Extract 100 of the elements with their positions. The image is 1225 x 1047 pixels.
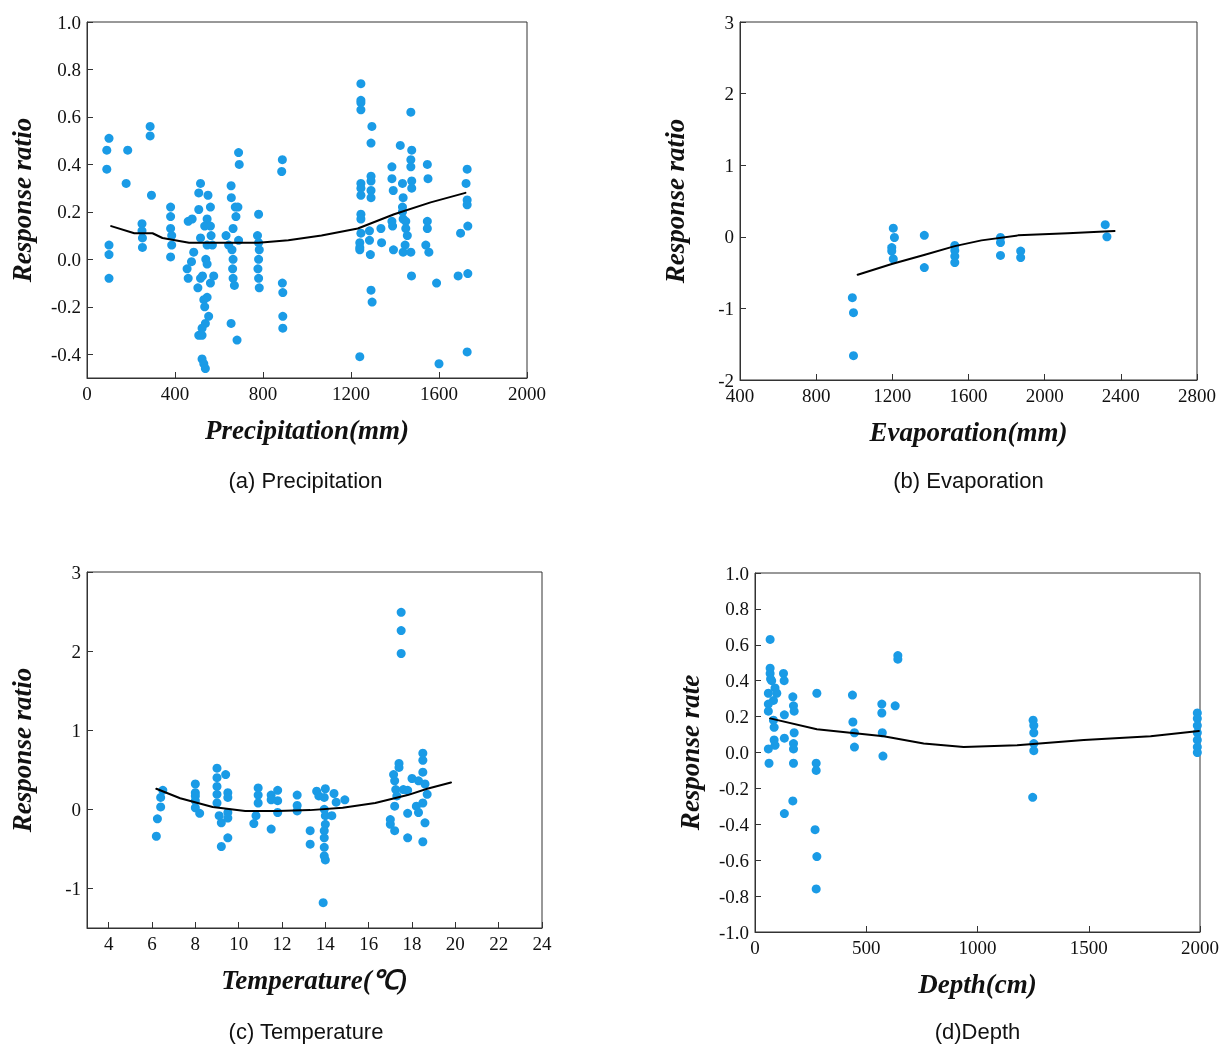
x-tick-label: 12: [272, 933, 292, 954]
y-axis-title: Response rate: [674, 674, 705, 832]
y-tick-label: 3: [724, 11, 734, 33]
point: [789, 728, 799, 738]
x-tick-label: 18: [402, 933, 422, 954]
y-tick-label: 0: [71, 798, 81, 820]
y-tick-label: 1.0: [57, 11, 81, 33]
point: [1028, 792, 1038, 802]
point: [919, 230, 929, 240]
y-tick-label: 2: [724, 83, 734, 105]
point: [847, 293, 857, 303]
y-tick-label: 3: [71, 561, 81, 583]
x-axis-title: Temperature(℃): [221, 964, 408, 995]
x-axis-title: Evaporation(mm): [868, 416, 1068, 447]
point: [950, 258, 960, 268]
y-axis-title: Response ratio: [6, 117, 37, 284]
point: [847, 690, 857, 700]
point: [890, 701, 900, 711]
y-tick-label: -0.4: [50, 343, 82, 365]
y-tick-label: 0.6: [57, 106, 81, 128]
x-tick-label: 400: [160, 383, 190, 404]
point: [779, 676, 789, 686]
x-tick-label: 500: [852, 937, 881, 958]
point: [1100, 220, 1110, 230]
x-axis-title: Depth(cm): [917, 968, 1037, 999]
point: [1102, 232, 1112, 242]
x-tick-label: 1200: [873, 385, 912, 406]
point: [779, 733, 789, 743]
y-tick-label: 0.2: [725, 706, 749, 728]
point: [877, 708, 887, 718]
x-tick-label: 1600: [949, 385, 988, 406]
point: [765, 634, 775, 644]
x-tick-label: 20: [445, 933, 465, 954]
point: [812, 688, 822, 698]
y-tick-label: 0.4: [725, 670, 750, 692]
y-tick-label: 1: [724, 154, 734, 176]
x-tick-label: 8: [190, 933, 201, 954]
point: [764, 758, 774, 768]
point: [788, 692, 798, 702]
point: [1016, 253, 1026, 263]
line-series: [856, 230, 1116, 276]
x-tick-label: 1000: [958, 937, 997, 958]
point: [811, 765, 821, 775]
text: (b) Evaporation: [893, 468, 1044, 494]
y-axis-title: Response ratio: [659, 118, 690, 285]
point: [848, 717, 858, 727]
text: (a) Precipitation: [228, 468, 383, 494]
point: [763, 706, 773, 716]
y-tick-label: -0.2: [718, 777, 749, 799]
x-tick-label: 2000: [508, 383, 546, 404]
y-tick-label: -1: [718, 297, 734, 319]
x-tick-label: 800: [248, 383, 278, 404]
y-tick-label: 1.0: [725, 562, 749, 584]
y-tick-label: 0.2: [57, 201, 81, 223]
y-tick-label: -0.6: [718, 849, 749, 871]
point: [778, 669, 788, 679]
y-tick-label: 0.6: [725, 634, 749, 656]
x-tick-label: 6: [147, 933, 157, 954]
point: [1029, 721, 1039, 731]
point: [779, 710, 789, 720]
y-tick-label: 0: [724, 226, 734, 248]
point: [811, 884, 821, 894]
y-tick-label: 0.0: [725, 742, 749, 763]
x-tick-label: 2800: [1178, 385, 1216, 406]
y-tick-label: 0.4: [57, 153, 82, 175]
point: [763, 744, 773, 754]
x-tick-label: 800: [801, 385, 831, 406]
x-tick-label: 10: [229, 933, 249, 954]
y-tick-label: -1: [65, 877, 81, 899]
point: [1192, 721, 1202, 731]
text: (d)Depth: [934, 1019, 1021, 1045]
y-tick-label: -0.2: [50, 296, 81, 318]
point: [919, 263, 929, 273]
y-tick-label: 1: [71, 719, 81, 741]
x-tick-label: 1200: [332, 383, 370, 404]
x-axis-title: Precipitation(mm): [204, 414, 409, 445]
y-tick-label: -0.8: [718, 885, 749, 907]
y-tick-label: 0.8: [725, 598, 749, 620]
point: [779, 809, 789, 819]
point: [1192, 748, 1202, 757]
x-tick-label: 1500: [1069, 937, 1108, 958]
point: [789, 758, 798, 768]
x-tick-label: 2400: [1101, 385, 1140, 406]
y-tick-label: -1.0: [718, 921, 749, 943]
x-tick-label: 14: [315, 933, 336, 954]
point: [849, 351, 858, 361]
point: [1192, 735, 1202, 745]
point: [849, 308, 858, 318]
y-tick-label: 0.0: [57, 248, 81, 270]
point: [888, 223, 898, 233]
y-axis-title: Response ratio: [6, 667, 37, 834]
text: (c) Temperature: [228, 1019, 384, 1045]
line-series: [769, 717, 1200, 749]
point: [812, 852, 822, 862]
point: [788, 796, 798, 806]
x-tick-label: 22: [489, 933, 509, 954]
point: [889, 233, 899, 243]
x-tick-label: 4: [103, 933, 114, 954]
x-tick-label: 24: [532, 933, 552, 954]
point: [810, 825, 820, 835]
